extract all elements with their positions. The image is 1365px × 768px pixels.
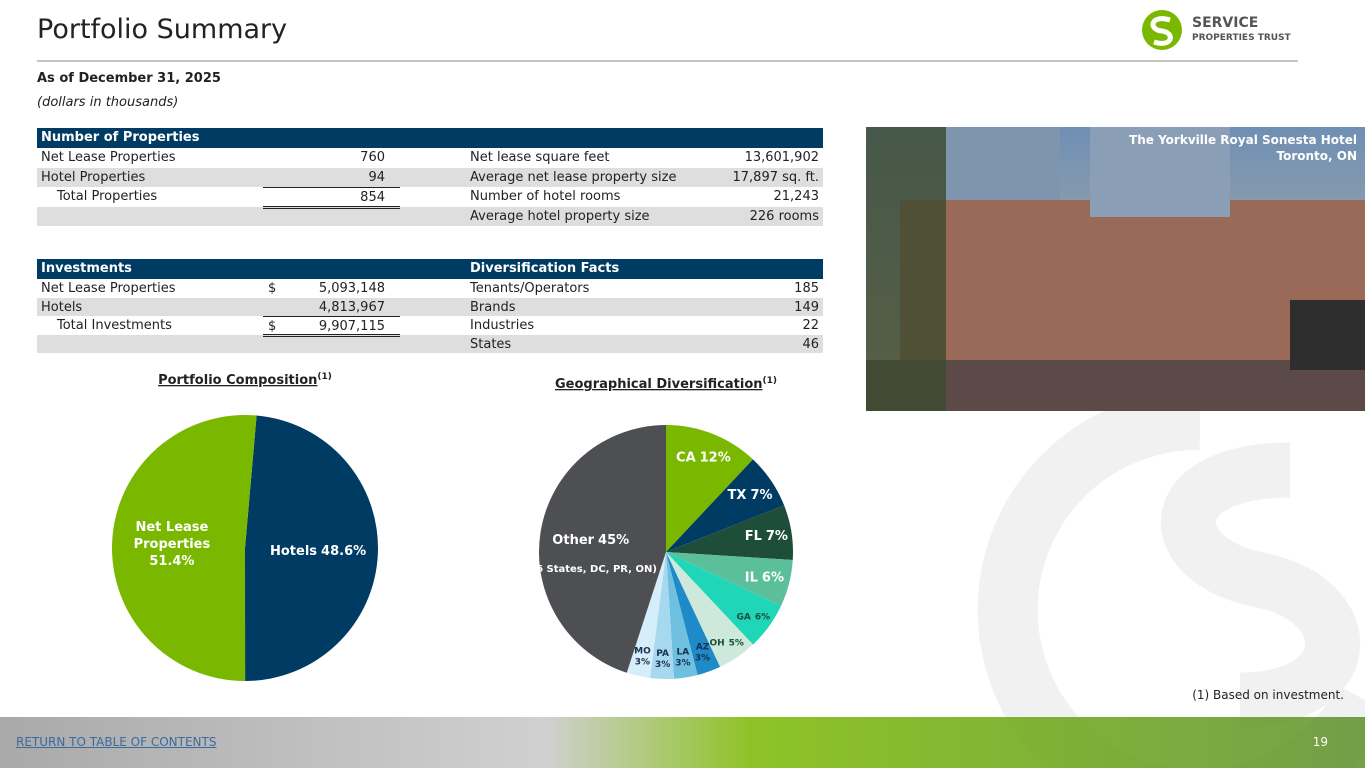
row-label: Net Lease Properties: [41, 150, 176, 165]
row-label: Net Lease Properties: [41, 281, 176, 296]
table-header-bg: [37, 259, 823, 279]
value-cell: 854: [263, 187, 400, 209]
row-label: Total Investments: [57, 318, 172, 333]
table-row-bg: [37, 279, 823, 298]
units: (dollars in thousands): [37, 95, 179, 110]
value-cell: 94: [263, 168, 400, 186]
row-label: Average net lease property size: [470, 169, 677, 185]
value-cell: 4,813,967: [263, 298, 400, 315]
toc-link[interactable]: RETURN TO TABLE OF CONTENTS: [16, 735, 217, 749]
row-label: Hotels: [41, 299, 83, 315]
row-label: Brands: [470, 299, 516, 315]
value-cell: $5,093,148: [263, 279, 400, 296]
table-row-bg: [37, 167, 823, 187]
photo: [866, 127, 1365, 411]
table-header: Number of Properties: [41, 130, 200, 145]
row-value: 46: [802, 336, 819, 352]
table-row-bg: [37, 297, 823, 316]
photo-caption: Toronto, ON: [1276, 149, 1357, 163]
row-label: Number of hotel rooms: [470, 189, 621, 204]
table-row-bg: [37, 334, 823, 353]
row-label: Hotel Properties: [41, 169, 146, 185]
as-of: As of December 31, 2025: [37, 71, 221, 86]
row-label: Average hotel property size: [470, 208, 650, 224]
table-header: Diversification Facts: [470, 261, 620, 276]
row-label: Total Properties: [57, 189, 158, 204]
value-cell: 760: [263, 148, 400, 166]
row-value: 760: [360, 150, 385, 165]
table-row-bg: [37, 316, 823, 335]
row-value: 854: [360, 190, 385, 205]
row-value: 21,243: [773, 189, 820, 204]
row-value: 22: [802, 318, 819, 333]
logo-text: SERVICE: [1192, 15, 1259, 31]
row-label: Industries: [470, 318, 535, 333]
logo-text: PROPERTIES TRUST: [1192, 33, 1291, 43]
row-value: 13,601,902: [744, 150, 819, 165]
row-value: 9,907,115: [318, 319, 385, 334]
table-header-bg: [37, 128, 823, 148]
row-value: 185: [794, 281, 819, 296]
title: Portfolio Summary: [37, 14, 288, 45]
table-row-bg: [37, 148, 823, 168]
currency: $: [268, 319, 277, 334]
row-value: 5,093,148: [318, 281, 385, 296]
row-value: 94: [368, 169, 385, 185]
row-value: 4,813,967: [318, 299, 385, 315]
table-row-bg: [37, 206, 823, 226]
currency: $: [268, 281, 277, 296]
photo-caption: The Yorkville Royal Sonesta Hotel: [1129, 133, 1357, 147]
footnote: (1) Based on investment.: [1192, 688, 1344, 702]
row-label: Tenants/Operators: [470, 281, 590, 296]
row-label: States: [470, 336, 512, 352]
value-cell: $9,907,115: [263, 316, 400, 337]
table-row-bg: [37, 187, 823, 207]
row-value: 149: [794, 299, 819, 315]
page-number: 19: [1312, 735, 1328, 749]
row-label: Net lease square feet: [470, 150, 610, 165]
table-header: Investments: [41, 261, 132, 276]
row-value: 226 rooms: [749, 208, 819, 224]
row-value: 17,897 sq. ft.: [732, 169, 820, 185]
